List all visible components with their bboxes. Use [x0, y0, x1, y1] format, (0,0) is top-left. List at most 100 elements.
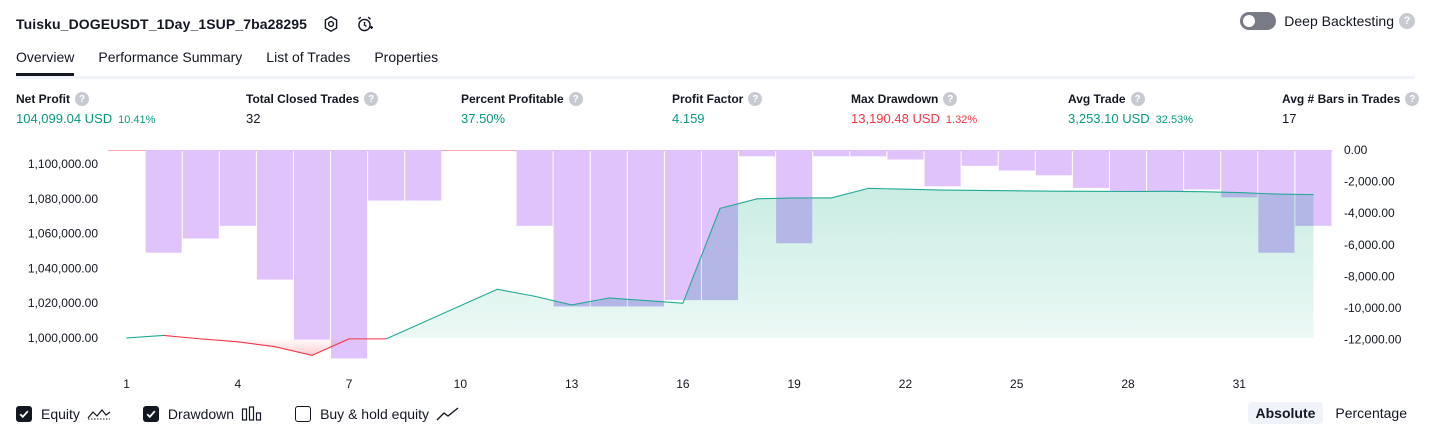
- metric-label: Profit Factor: [672, 92, 744, 106]
- equity-segment: [311, 338, 350, 356]
- metric-value: 4.159: [672, 111, 705, 126]
- drawdown-bar: [1072, 150, 1109, 188]
- drawdown-bar: [405, 150, 442, 201]
- drawdown-bar: [516, 150, 553, 226]
- mode-percentage-button[interactable]: Percentage: [1335, 405, 1407, 421]
- metric-value: 104,099.04 USD: [16, 111, 113, 126]
- tab-performance-summary[interactable]: Performance Summary: [98, 49, 243, 65]
- deep-backtesting-label: Deep Backtesting: [1284, 13, 1394, 29]
- metric-value: 32: [246, 111, 261, 126]
- tab-properties[interactable]: Properties: [374, 49, 439, 65]
- y-left-tick-label: 1,060,000.00: [28, 227, 98, 241]
- left-axis-ticks: 1,100,000.00 1,080,000.00 1,060,000.00 1,04…: [28, 157, 98, 345]
- legend-label: Drawdown: [167, 406, 235, 422]
- y-right-tick-label: -12,000.00: [1344, 333, 1402, 347]
- equity-segment: [385, 321, 424, 340]
- drawdown-bar: [961, 150, 998, 166]
- metric-net-profit: Net Profit? 104,099.04 USD 10.41%: [16, 92, 155, 126]
- drawdown-bar: [887, 150, 924, 160]
- add-alert-clock-icon[interactable]: [355, 14, 375, 34]
- x-tick-label: 19: [788, 377, 802, 391]
- info-icon[interactable]: ?: [75, 92, 89, 106]
- info-icon[interactable]: ?: [748, 92, 763, 106]
- equity-segment: [459, 288, 499, 307]
- metric-percent: 10.41%: [118, 114, 156, 126]
- metric-label: Total Closed Trades: [246, 92, 360, 106]
- drawdown-bar: [850, 150, 887, 157]
- y-right-tick-label: -10,000.00: [1344, 301, 1402, 315]
- deep-backtesting-control: Deep Backtesting ?: [1240, 12, 1415, 30]
- chart-footer: Equity Drawdown Buy & hold equity Absolu…: [16, 402, 1415, 426]
- metric-value: 37.50%: [461, 111, 506, 126]
- tab-overview[interactable]: Overview: [16, 46, 75, 76]
- deep-backtesting-toggle[interactable]: [1240, 12, 1277, 30]
- equity-segment: [830, 187, 869, 199]
- metric-label: Percent Profitable: [461, 92, 564, 106]
- equity-segment: [682, 207, 721, 304]
- drawdown-bar-overlap: [1258, 188, 1295, 253]
- settings-gear-icon[interactable]: [321, 14, 341, 34]
- metric-max-drawdown: Max Drawdown? 13,190.48 USD 1.32%: [851, 92, 977, 126]
- metric-value: 13,190.48 USD: [851, 111, 940, 126]
- underwater-area: [200, 338, 387, 356]
- x-tick-label: 10: [454, 377, 468, 391]
- tab-list-of-trades[interactable]: List of Trades: [266, 49, 351, 65]
- drawdown-bar: [1109, 150, 1147, 192]
- drawdown-bar: [998, 150, 1035, 171]
- drawdown-bar: [590, 150, 627, 307]
- metric-label: Net Profit: [16, 92, 70, 106]
- metric-label: Avg Trade: [1068, 92, 1126, 106]
- info-icon[interactable]: ?: [364, 92, 379, 106]
- y-right-tick-label: -2,000.00: [1344, 175, 1395, 189]
- y-left-tick-label: 1,020,000.00: [28, 296, 98, 310]
- drawdown-bar: [1184, 150, 1221, 190]
- y-left-tick-label: 1,000,000.00: [28, 331, 98, 345]
- equity-segment: [274, 346, 313, 356]
- equity-segment: [571, 297, 610, 306]
- drawdown-bar: [219, 150, 256, 226]
- info-icon[interactable]: ?: [1405, 92, 1420, 106]
- metric-label: Max Drawdown: [851, 92, 939, 106]
- info-icon[interactable]: ?: [568, 92, 583, 106]
- equity-checkbox[interactable]: [16, 406, 32, 422]
- equity-segment: [163, 334, 202, 340]
- report-tabs: Overview Performance Summary List of Tra…: [16, 46, 1415, 79]
- equity-segment: [1238, 191, 1277, 195]
- info-icon[interactable]: ?: [943, 92, 958, 106]
- drawdown-bar: [739, 150, 776, 157]
- equity-segment: [608, 297, 647, 302]
- info-icon[interactable]: ?: [1130, 92, 1145, 106]
- y-left-tick-label: 1,040,000.00: [28, 261, 98, 275]
- strategy-title: Tuisku_DOGEUSDT_1Day_1SUP_7ba28295: [16, 16, 308, 32]
- drawdown-bar: [627, 150, 664, 307]
- x-axis-ticks: 1 4 7 10 13 16 19 22 25 28 31: [123, 377, 1246, 391]
- equity-fill-area: [200, 188, 1314, 356]
- metric-percent-profitable: Percent Profitable? 37.50%: [461, 92, 583, 126]
- legend-buy-hold-equity[interactable]: Buy & hold equity: [295, 406, 460, 422]
- equity-segment: [125, 334, 165, 339]
- metrics-row: Net Profit? 104,099.04 USD 10.41% Total C…: [16, 92, 1420, 132]
- report-header: Tuisku_DOGEUSDT_1Day_1SUP_7ba28295 Deep …: [16, 12, 1415, 36]
- equity-drawdown-chart: 1,100,000.00 1,080,000.00 1,060,000.00 1,04…: [28, 143, 1402, 391]
- metric-value: 3,253.10 USD: [1068, 111, 1150, 126]
- mode-absolute-button[interactable]: Absolute: [1247, 402, 1324, 424]
- x-tick-label: 25: [1010, 377, 1024, 391]
- y-right-tick-label: -8,000.00: [1344, 269, 1395, 283]
- drawdown-bar: [1035, 150, 1072, 176]
- metric-percent: 1.32%: [945, 114, 978, 126]
- metric-value: 17: [1282, 111, 1297, 126]
- equity-segment: [1275, 193, 1315, 196]
- equity-segment: [200, 338, 239, 343]
- right-axis-ticks: 0.00 -2,000.00 -4,000.00 -6,000.00 -8,000.00…: [1344, 143, 1402, 347]
- x-tick-label: 1: [123, 377, 130, 391]
- buy-hold-checkbox[interactable]: [295, 406, 312, 422]
- x-tick-label: 31: [1233, 377, 1247, 391]
- equity-segment: [422, 305, 461, 323]
- deep-backtesting-help-icon[interactable]: ?: [1399, 13, 1415, 29]
- x-tick-label: 22: [899, 377, 913, 391]
- legend-equity[interactable]: Equity: [16, 406, 111, 422]
- x-tick-label: 4: [234, 377, 241, 391]
- legend-drawdown[interactable]: Drawdown: [142, 406, 263, 422]
- drawdown-checkbox[interactable]: [142, 406, 159, 422]
- buy-hold-line-icon: [436, 406, 460, 422]
